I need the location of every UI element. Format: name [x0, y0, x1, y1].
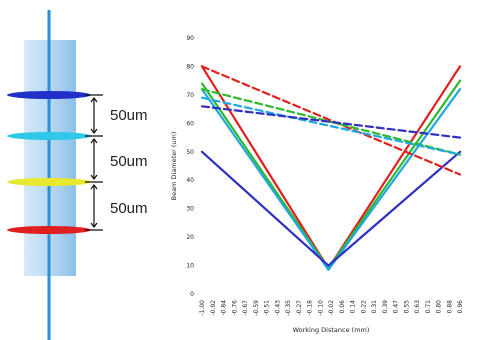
series-line-6: [200, 88, 462, 156]
x-tick-label: -0.18: [307, 300, 314, 316]
y-tick-label: 60: [186, 120, 194, 127]
x-tick-label: -0.67: [242, 300, 249, 316]
beam-diagram: 50um 50um 50um: [7, 10, 148, 340]
x-tick-label: -0.59: [253, 300, 260, 316]
series-layer: [200, 65, 462, 271]
x-tick-label: 0.71: [425, 300, 432, 314]
spacing-label-3: 50um: [110, 200, 148, 217]
focus-layer-2: [7, 132, 91, 140]
x-tick-label: 0.88: [446, 300, 453, 314]
x-tick-label: -0.02: [328, 300, 335, 316]
focus-layer-3: [7, 178, 91, 186]
series-line-3: [200, 88, 462, 271]
series-line-8: [200, 105, 462, 139]
x-tick-label: -0.51: [264, 300, 271, 316]
x-tick-label: 0.80: [436, 300, 443, 314]
x-tick-label: 0.96: [457, 300, 464, 314]
series-line-7: [200, 96, 462, 156]
y-axis: 0 10 20 30 40 50 60 70 80 90: [186, 35, 194, 298]
y-tick-label: 0: [190, 291, 194, 298]
y-tick-label: 30: [186, 206, 194, 213]
x-tick-label: -1.00: [199, 300, 206, 316]
focus-layer-4: [7, 226, 91, 234]
x-tick-label: -0.43: [274, 300, 281, 316]
x-tick-label: -0.76: [231, 300, 238, 316]
x-tick-label: 0.55: [403, 300, 410, 314]
x-axis: -1.00 -0.92 -0.84 -0.76 -0.67 -0.59 -0.51 -0.43…: [199, 300, 464, 316]
y-tick-label: 70: [186, 92, 194, 99]
series-line-4: [200, 150, 462, 267]
x-tick-label: 0.39: [382, 300, 389, 314]
x-tick-label: 0.14: [350, 300, 357, 314]
x-tick-label: -0.92: [210, 300, 217, 316]
x-tick-label: 0.06: [339, 300, 346, 314]
series-line-1: [200, 65, 462, 270]
y-tick-label: 20: [186, 234, 194, 241]
x-axis-label: Working Distance (mm): [293, 326, 370, 334]
spacing-label-1: 50um: [110, 107, 148, 124]
x-tick-label: -0.35: [285, 300, 292, 316]
x-tick-label: 0.31: [371, 300, 378, 314]
x-tick-label: 0.63: [414, 300, 421, 314]
focus-layer-1: [7, 91, 91, 99]
spacing-label-2: 50um: [110, 153, 148, 170]
y-tick-label: 10: [186, 263, 194, 270]
series-line-2: [200, 79, 462, 270]
series-line-5: [200, 65, 462, 176]
x-tick-label: 0.22: [360, 300, 367, 314]
y-tick-label: 50: [186, 149, 194, 156]
x-tick-label: 0.47: [393, 300, 400, 314]
y-axis-label: Beam Diameter (um): [170, 132, 178, 201]
x-tick-label: -0.27: [296, 300, 303, 316]
y-tick-label: 90: [186, 35, 194, 42]
x-tick-label: -0.84: [221, 300, 228, 316]
y-tick-label: 80: [186, 63, 194, 70]
y-tick-label: 40: [186, 177, 194, 184]
spacing-markers: [85, 94, 103, 231]
x-tick-label: -0.10: [317, 300, 324, 316]
beam-diameter-chart: 0 10 20 30 40 50 60 70 80 90 -1.00 -0.92 -0.84 -0.76…: [170, 35, 464, 334]
